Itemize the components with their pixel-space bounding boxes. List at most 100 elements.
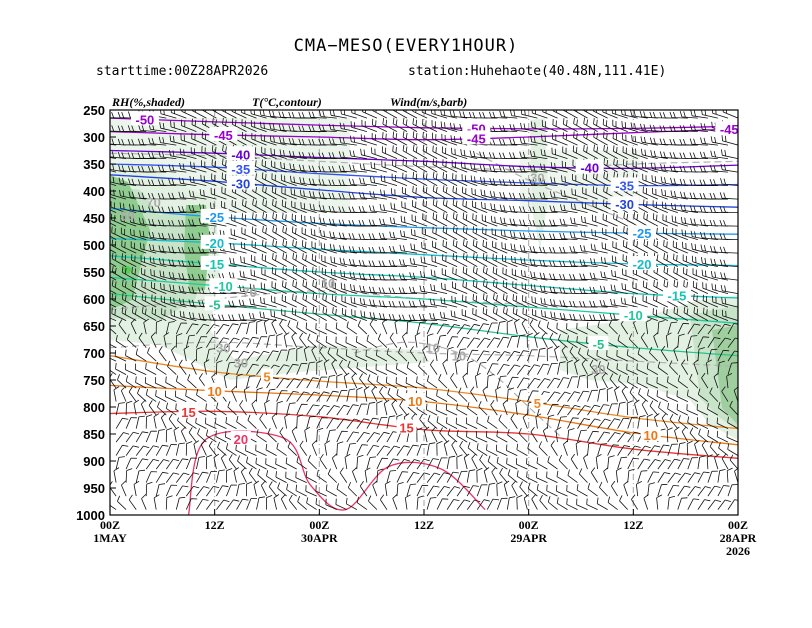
y-tick-label: 800 <box>83 400 105 415</box>
temperature-contour-label: -10 <box>214 279 233 294</box>
x-tick-label: 00Z <box>519 518 539 532</box>
legend-rh: RH(%,shaded) <box>111 95 185 109</box>
x-tick-date: 30APR <box>301 531 338 545</box>
y-tick-label: 850 <box>83 427 105 442</box>
temperature-contour-label: 10 <box>207 384 221 399</box>
rh-shade-mid-right <box>530 118 548 250</box>
x-tick-label: 12Z <box>414 518 434 532</box>
y-tick-label: 400 <box>83 184 105 199</box>
contour-label-bg <box>662 287 691 302</box>
contour-label-bg <box>619 307 648 322</box>
temperature-contour-label: -45 <box>467 131 486 146</box>
contour-label-bg <box>209 278 238 293</box>
temperature-contour-label: -45 <box>720 122 739 137</box>
x-tick-date: 29APR <box>510 531 547 545</box>
x-tick-year: 2026 <box>726 544 750 558</box>
starttime-label: starttime:00Z28APR2026 <box>96 64 269 79</box>
contour-label-bg <box>200 255 229 270</box>
wind-barbs <box>110 110 738 510</box>
contour-labels: -50-50-45 -45-45-40-40-35-35-30-30-25-25-… <box>120 111 744 447</box>
temperature-contour-line <box>110 355 738 430</box>
y-tick-label: 700 <box>83 346 105 361</box>
x-tick-label: 00Z <box>309 518 329 532</box>
y-tick-label: 900 <box>83 454 105 469</box>
temperature-contour-line <box>187 430 486 515</box>
temperature-contour-label: -15 <box>668 288 687 303</box>
y-tick-label: 1000 <box>76 508 105 523</box>
contour-label-bg <box>204 382 225 397</box>
temperature-contour-label: -5 <box>593 337 605 352</box>
contour-label-bg <box>405 393 426 408</box>
x-tick-date: 28APR <box>720 531 757 545</box>
contour-label-bg <box>640 426 661 441</box>
x-tick-label: 00Z <box>728 518 748 532</box>
temperature-contour-label: -40 <box>231 147 250 162</box>
contour-label-bg <box>130 111 159 126</box>
temperature-contour-label: -15 <box>205 257 224 272</box>
y-tick-label: 750 <box>83 373 105 388</box>
rh-contour-label: 30 <box>216 341 230 356</box>
contour-label-bg <box>226 175 255 190</box>
temperature-contour-label: 5 <box>534 396 541 411</box>
temperature-contour-label: -25 <box>633 226 652 241</box>
y-tick-label: 600 <box>83 292 105 307</box>
rh-contour-label: 70 <box>242 285 256 300</box>
y-tick-label: 950 <box>83 481 105 496</box>
contour-label-bg <box>200 234 229 249</box>
temperature-contour-label: -10 <box>624 308 643 323</box>
rh-contour-label: 30 <box>530 171 544 186</box>
temperature-contour-label: -20 <box>205 236 224 251</box>
temperature-contour-label: -50 <box>135 112 154 127</box>
contour-label-bg <box>610 177 639 192</box>
chart-title: CMA−MESO(EVERY1HOUR) <box>293 36 519 56</box>
x-tick-label: 12Z <box>623 518 643 532</box>
x-tick-label: 12Z <box>205 518 225 532</box>
contour-label-bg <box>226 146 255 161</box>
contour-label-bg <box>588 336 609 350</box>
rh-contour-line <box>110 290 529 311</box>
contour-label-bg <box>200 208 229 223</box>
rh-contour-label: 70 <box>146 195 160 210</box>
temperature-contour-label: 15 <box>181 405 195 420</box>
contour-label-bg <box>226 160 255 175</box>
y-tick-label: 300 <box>83 130 105 145</box>
y-tick-label: 550 <box>83 265 105 280</box>
rh-shade-right-dark <box>712 325 738 425</box>
contour-label-bg <box>628 225 657 240</box>
contour-label-bg <box>209 127 238 142</box>
rh-contour-label: 10 <box>425 341 439 356</box>
y-tick-label: 450 <box>83 211 105 226</box>
station-label: station:Huhehaote(40.48N,111.41E) <box>408 64 667 79</box>
legend-temperature: T(°C,contour) <box>252 95 322 109</box>
temperature-contour-label: -35 <box>615 178 634 193</box>
temperature-contour-label: -5 <box>209 297 221 312</box>
contour-label-bg <box>628 256 657 271</box>
contour-label-bg <box>178 403 199 418</box>
rh-shade-bright-spot <box>123 266 131 274</box>
rh-contour-label: 10 <box>452 349 466 364</box>
contour-label-bg <box>230 430 251 445</box>
legend-wind: Wind(m/s,barb) <box>390 95 467 109</box>
temperature-contour-label: -30 <box>615 197 634 212</box>
contour-label-bg <box>462 130 491 145</box>
temperature-contour-label: 15 <box>399 421 413 436</box>
temperature-contour-label: 10 <box>644 428 658 443</box>
contour-label-bg <box>575 159 604 174</box>
temperature-contour-label: -30 <box>231 176 250 191</box>
y-tick-label: 500 <box>83 238 105 253</box>
wind-barb-set <box>110 110 738 510</box>
variable-legend: RH(%,shaded) T(°C,contour) Wind(m/s,barb… <box>111 95 467 109</box>
y-tick-label: 250 <box>83 103 105 118</box>
temperature-contour-label: -40 <box>580 161 599 176</box>
contour-label-bg <box>610 196 639 211</box>
temperature-contour-label: 20 <box>234 432 248 447</box>
temperature-contour-label: -35 <box>231 162 250 177</box>
rh-contour-label: 30 <box>234 356 248 371</box>
contour-label-bg <box>396 419 417 434</box>
temperature-contour-label: -45 <box>214 128 233 143</box>
temperature-contour-label: 5 <box>263 369 270 384</box>
y-axis: 250 300 350 400 450 500 550 600 650 700 750 800 850 9… <box>76 103 116 523</box>
temperature-contour-label: -25 <box>205 210 224 225</box>
